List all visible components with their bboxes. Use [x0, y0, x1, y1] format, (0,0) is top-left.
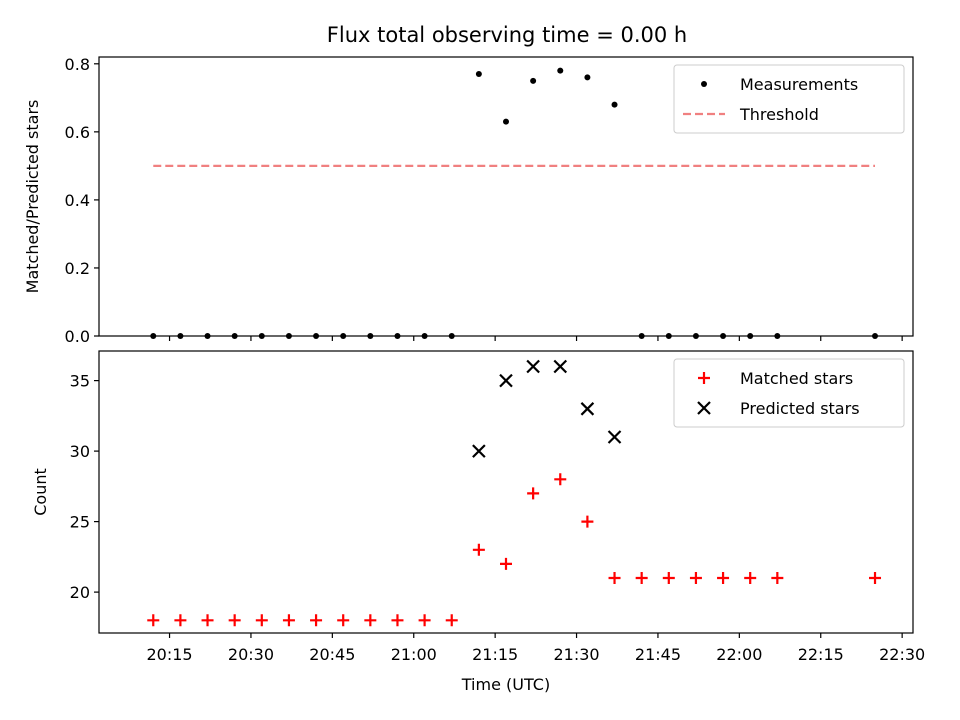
y-tick-label: 30: [70, 442, 90, 461]
measurement-point: [611, 101, 618, 108]
measurement-point: [503, 118, 509, 125]
y-axis-label: Matched/Predicted stars: [23, 100, 42, 294]
legend-label: Predicted stars: [740, 399, 860, 418]
legend-label: Threshold: [739, 105, 819, 124]
measurement-point: [584, 74, 591, 81]
x-tick-label: 20:45: [309, 645, 355, 664]
y-tick-label: 35: [70, 372, 90, 391]
matched-star-point: [147, 614, 160, 627]
matched-star-point: [255, 614, 268, 627]
matched-star-point: [500, 557, 512, 570]
y-tick-label: 20: [70, 583, 90, 602]
legend: Matched stars Predicted stars: [673, 358, 905, 428]
legend: Measurements Threshold: [673, 64, 905, 134]
predicted-star-point: [553, 359, 568, 374]
x-tick-label: 21:30: [553, 645, 599, 664]
matched-star-point: [554, 473, 567, 486]
measurement-point: [557, 67, 564, 74]
y-tick-label: 0.0: [65, 327, 90, 346]
legend-frame: [673, 64, 905, 134]
x-tick-label: 21:45: [635, 645, 681, 664]
x-tick-label: 21:15: [472, 645, 518, 664]
matched-star-point: [635, 572, 648, 585]
y-axis-label: Count: [31, 468, 50, 516]
legend-label: Measurements: [740, 75, 858, 94]
matched-star-point: [744, 572, 757, 585]
matched-star-point: [337, 614, 350, 627]
y-tick-label: 0.8: [65, 55, 90, 74]
matched-star-point: [869, 572, 882, 585]
axes-frame: [98, 350, 914, 634]
matched-star-point: [228, 614, 241, 627]
x-tick-label: 20:30: [228, 645, 274, 664]
y-tick-label: 25: [70, 513, 90, 532]
y-tick-label: 0.4: [65, 191, 90, 210]
matched-star-point: [581, 515, 594, 528]
legend-frame: [673, 358, 905, 428]
predicted-star-point: [472, 444, 486, 458]
x-tick-label: 22:00: [716, 645, 762, 664]
matched-star-point: [608, 572, 621, 585]
matched-star-point: [364, 614, 377, 627]
legend-label: Matched stars: [740, 369, 853, 388]
legend-predicted-marker: [697, 401, 711, 415]
matched-star-point: [310, 614, 323, 627]
predicted-star-point: [499, 373, 513, 388]
predicted-star-point: [580, 402, 595, 416]
matched-star-point: [391, 614, 404, 627]
legend-matched-marker: [698, 372, 710, 384]
x-axis-label: Time (UTC): [461, 675, 550, 694]
matched-star-point: [717, 572, 730, 585]
matched-star-point: [689, 572, 702, 585]
x-tick-label: 21:00: [391, 645, 437, 664]
matched-star-point: [418, 614, 431, 627]
top-panel-ratio-plot: 0.0 0.2 0.4 0.6 0.8 Matched/Predicted stars Me…: [23, 55, 914, 346]
x-tick-label: 22:15: [798, 645, 844, 664]
matched-star-point: [201, 614, 214, 627]
y-tick-label: 0.6: [65, 123, 90, 142]
matched-star-point: [282, 614, 295, 627]
measurement-point: [475, 71, 482, 78]
matched-star-point: [472, 543, 485, 556]
axes-frame: [98, 56, 914, 337]
matched-star-point: [662, 572, 675, 585]
predicted-star-point: [526, 359, 540, 374]
matched-star-point: [527, 487, 540, 500]
y-tick-label: 0.2: [65, 259, 90, 278]
bottom-panel-count-plot: 20 25 30 35 20:15 20:30 20:45 21:00 21:15 21:30 21…: [31, 350, 925, 694]
measurement-point: [530, 77, 537, 84]
matched-star-point: [445, 614, 458, 627]
predicted-star-point: [607, 430, 622, 444]
legend-measurement-marker: [701, 81, 707, 87]
figure-title: Flux total observing time = 0.00 h: [327, 23, 687, 47]
x-tick-label: 22:30: [879, 645, 925, 664]
x-tick-label: 20:15: [146, 645, 192, 664]
matched-star-point: [174, 614, 187, 627]
matched-star-point: [771, 572, 784, 585]
